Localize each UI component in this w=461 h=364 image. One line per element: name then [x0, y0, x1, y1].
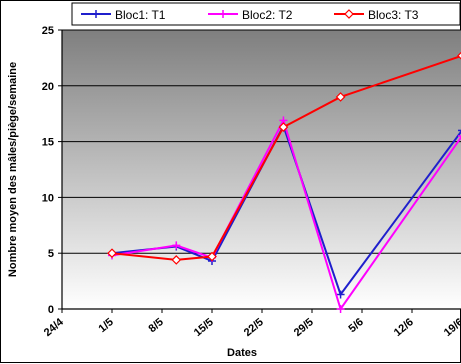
legend-item: Bloc2: T2: [208, 8, 293, 22]
data-point: [171, 255, 182, 265]
x-tick-label: 29/5: [292, 316, 316, 339]
data-point: [336, 290, 345, 299]
data-point: [458, 135, 461, 137]
series-layer: [107, 51, 461, 313]
data-point: [457, 51, 461, 60]
legend-item: Bloc3: T3: [334, 8, 419, 22]
legend-item: Bloc1: T1: [81, 8, 166, 22]
data-point: [207, 251, 217, 262]
series-path: [111, 117, 461, 312]
y-axis-title: Nombre moyen des mâles/piège/semaine: [7, 62, 19, 277]
legend-marker: [344, 9, 354, 19]
y-tick-label: 20: [42, 81, 54, 93]
y-tick-label: 0: [48, 304, 54, 316]
axes: [61, 30, 461, 313]
legend-label: Bloc1: T1: [115, 8, 166, 22]
y-tick-labels: 0 5 10 15 20 25: [42, 25, 54, 316]
x-tick-label: 8/5: [146, 316, 165, 335]
data-point: [278, 122, 289, 132]
y-tick-label: 5: [48, 248, 54, 260]
y-tick-label: 25: [42, 25, 54, 37]
x-tick-label: 15/5: [192, 316, 216, 339]
x-axis-title: Dates: [227, 347, 257, 359]
legend-box: [71, 2, 461, 26]
y-tick-label: 15: [42, 137, 54, 149]
series-line: [107, 51, 461, 265]
legend-label: Bloc2: T2: [242, 8, 293, 22]
x-tick-label: 12/6: [392, 316, 416, 339]
data-point: [172, 241, 181, 250]
x-tick-label: 1/5: [96, 316, 115, 335]
x-tick-label: 24/4: [42, 316, 67, 340]
data-point: [107, 248, 117, 259]
x-tick-label: 19/6: [442, 316, 461, 339]
data-point: [458, 129, 461, 132]
x-tick-label: 5/6: [346, 316, 365, 335]
legend-label: Bloc3: T3: [368, 8, 419, 22]
legend: Bloc1: T1 Bloc2: T2 Bloc3: T3: [71, 2, 461, 26]
data-point: [335, 92, 346, 102]
x-tick-label: 22/5: [242, 316, 266, 339]
series-path: [111, 54, 461, 261]
data-point: [336, 305, 345, 313]
x-tick-labels: 24/4 1/5 8/5 15/5 22/5 29/5 5/6 12/6 19/6: [42, 316, 461, 340]
y-tick-label: 10: [42, 192, 54, 204]
